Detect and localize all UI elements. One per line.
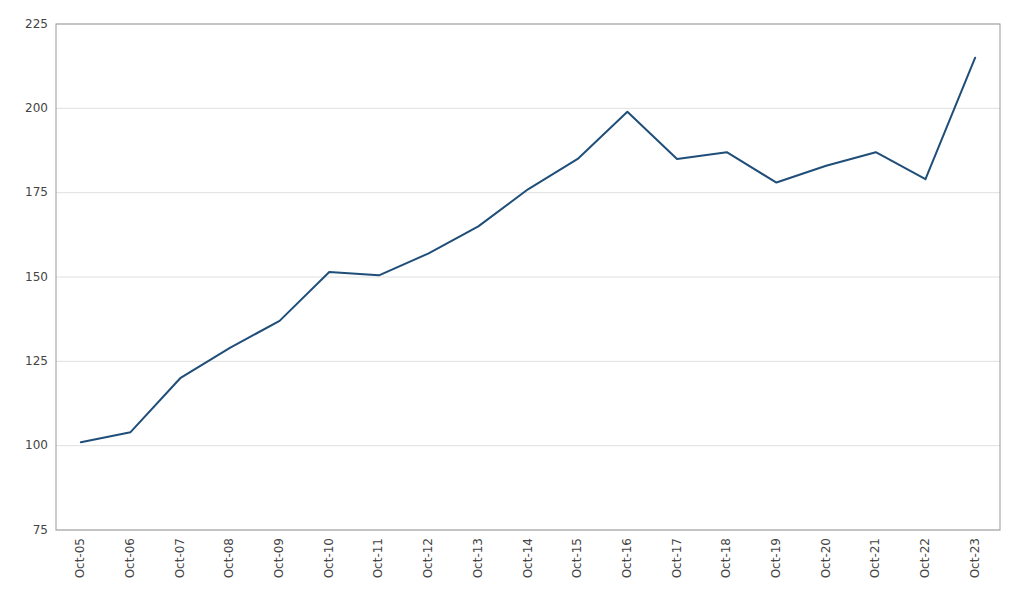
grid-line: [56, 192, 1000, 193]
y-tick-label: 150: [25, 270, 48, 284]
x-tick-label: Oct-10: [322, 538, 336, 578]
y-tick-label: 100: [25, 438, 48, 452]
chart-container: 75100125150175200225Oct-05Oct-06Oct-07Oc…: [0, 0, 1024, 606]
x-tick-label: Oct-15: [570, 538, 584, 578]
x-tick-label: Oct-20: [819, 538, 833, 578]
data-line: [81, 58, 975, 443]
x-tick-label: Oct-17: [670, 538, 684, 578]
y-tick-label: 225: [25, 17, 48, 31]
y-axis: 75 100 125 150 175 200 225: [25, 17, 48, 537]
y-tick-label: 75: [33, 523, 48, 537]
x-tick-label: Oct-12: [421, 538, 435, 578]
x-tick-label: Oct-07: [173, 538, 187, 578]
data-layer: [81, 58, 975, 443]
grid-line: [56, 361, 1000, 362]
x-tick-label: Oct-08: [222, 538, 236, 578]
x-tick-label: Oct-16: [620, 538, 634, 578]
plot-background: [56, 24, 1000, 530]
x-tick-label: Oct-22: [918, 538, 932, 578]
x-tick-label: Oct-05: [73, 538, 87, 578]
x-tick-label: Oct-18: [719, 538, 733, 578]
x-axis: Oct-05 Oct-06 Oct-07 Oct-08 Oct-09 Oct-10 Oct-…: [73, 538, 981, 578]
x-tick-label: Oct-06: [123, 538, 137, 578]
x-tick-label: Oct-21: [868, 538, 882, 578]
y-tick-label: 200: [25, 101, 48, 115]
y-tick-label: 175: [25, 185, 48, 199]
x-tick-label: Oct-23: [968, 538, 982, 578]
grid: [56, 24, 1000, 530]
y-tick-label: 125: [25, 354, 48, 368]
chart-svg: 75100125150175200225Oct-05Oct-06Oct-07Oc…: [0, 0, 1024, 606]
x-tick-label: Oct-19: [769, 538, 783, 578]
grid-line: [56, 108, 1000, 109]
x-tick-label: Oct-14: [521, 538, 535, 578]
x-tick-label: Oct-13: [471, 538, 485, 578]
plot-frame: [56, 24, 1000, 530]
x-tick-label: Oct-09: [272, 538, 286, 578]
x-tick-label: Oct-11: [371, 538, 385, 578]
grid-line: [56, 445, 1000, 446]
grid-line: [56, 277, 1000, 278]
